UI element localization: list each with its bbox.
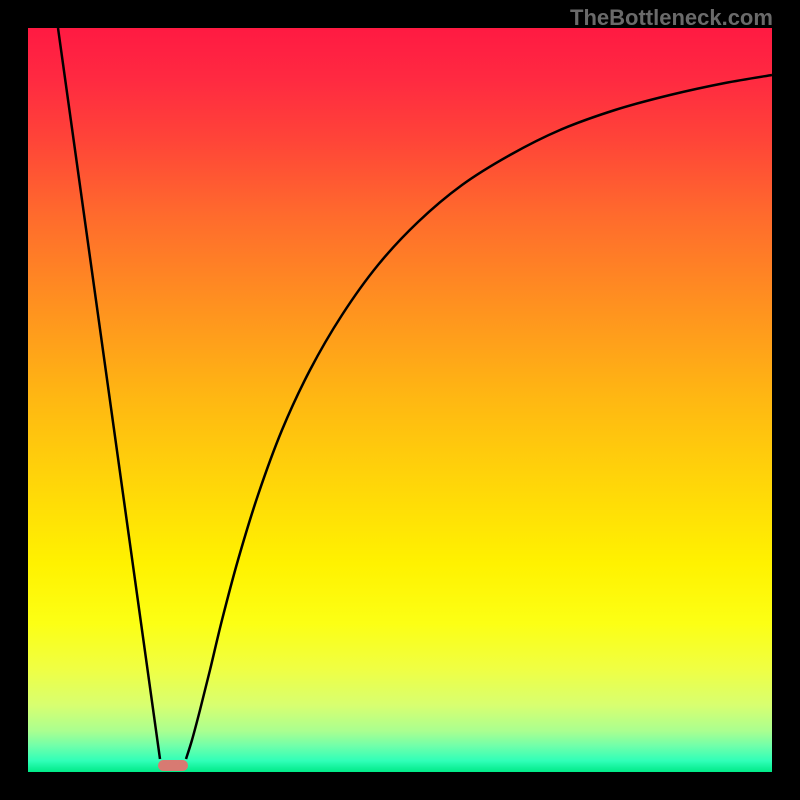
minimum-marker — [158, 760, 188, 771]
chart-svg — [0, 0, 800, 800]
chart-container: TheBottleneck.com — [0, 0, 800, 800]
chart-background — [28, 28, 772, 772]
